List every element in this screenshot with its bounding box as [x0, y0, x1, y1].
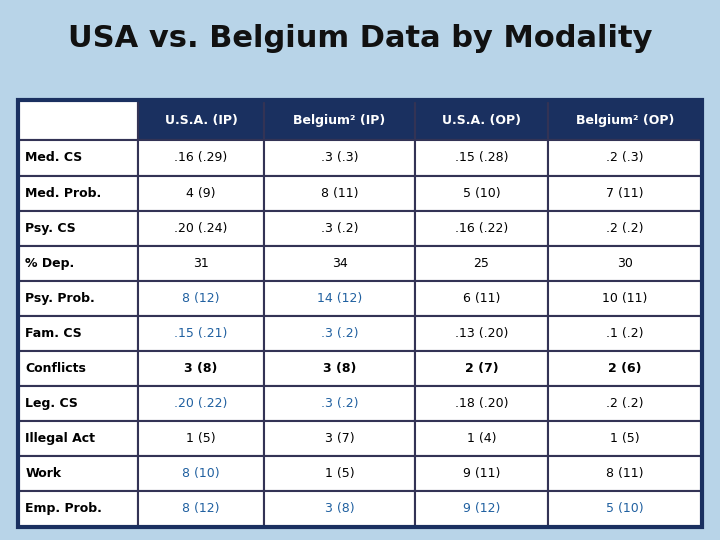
Text: .2 (.2): .2 (.2) [606, 397, 644, 410]
Text: .13 (.20): .13 (.20) [455, 327, 508, 340]
Text: Emp. Prob.: Emp. Prob. [25, 502, 102, 516]
Text: 3 (8): 3 (8) [325, 502, 354, 516]
Text: Med. CS: Med. CS [25, 151, 82, 165]
Text: Illegal Act: Illegal Act [25, 432, 95, 445]
Text: 10 (11): 10 (11) [603, 292, 648, 305]
Text: 14 (12): 14 (12) [317, 292, 362, 305]
Text: 34: 34 [332, 256, 347, 270]
Text: 6 (11): 6 (11) [463, 292, 500, 305]
Text: 2 (6): 2 (6) [608, 362, 642, 375]
Text: 5 (10): 5 (10) [462, 186, 500, 200]
Text: U.S.A. (IP): U.S.A. (IP) [165, 113, 238, 127]
Text: 3 (8): 3 (8) [323, 362, 356, 375]
Text: .3 (.2): .3 (.2) [320, 397, 359, 410]
Text: 4 (9): 4 (9) [186, 186, 216, 200]
Text: .2 (.2): .2 (.2) [606, 221, 644, 235]
Text: 7 (11): 7 (11) [606, 186, 644, 200]
Text: .16 (.22): .16 (.22) [455, 221, 508, 235]
Text: U.S.A. (OP): U.S.A. (OP) [442, 113, 521, 127]
Text: .20 (.24): .20 (.24) [174, 221, 228, 235]
Text: USA vs. Belgium Data by Modality: USA vs. Belgium Data by Modality [68, 24, 652, 53]
Text: Leg. CS: Leg. CS [25, 397, 78, 410]
Text: .15 (.21): .15 (.21) [174, 327, 228, 340]
Text: 3 (8): 3 (8) [184, 362, 217, 375]
Text: .3 (.2): .3 (.2) [320, 221, 359, 235]
Text: 30: 30 [617, 256, 633, 270]
Text: Work: Work [25, 467, 61, 481]
Text: 1 (4): 1 (4) [467, 432, 496, 445]
Text: .20 (.22): .20 (.22) [174, 397, 228, 410]
Text: .1 (.2): .1 (.2) [606, 327, 644, 340]
Text: .16 (.29): .16 (.29) [174, 151, 228, 165]
Text: 5 (10): 5 (10) [606, 502, 644, 516]
Text: Belgium² (IP): Belgium² (IP) [293, 113, 386, 127]
Text: 1 (5): 1 (5) [325, 467, 354, 481]
Text: 25: 25 [474, 256, 490, 270]
Text: Belgium² (OP): Belgium² (OP) [576, 113, 674, 127]
Text: 9 (12): 9 (12) [463, 502, 500, 516]
Text: % Dep.: % Dep. [25, 256, 74, 270]
Text: Psy. Prob.: Psy. Prob. [25, 292, 95, 305]
Text: 8 (12): 8 (12) [182, 502, 220, 516]
Text: 8 (11): 8 (11) [606, 467, 644, 481]
Text: 9 (11): 9 (11) [463, 467, 500, 481]
Text: 8 (10): 8 (10) [182, 467, 220, 481]
Text: .3 (.2): .3 (.2) [320, 327, 359, 340]
Text: 8 (12): 8 (12) [182, 292, 220, 305]
Text: 3 (7): 3 (7) [325, 432, 354, 445]
Text: Med. Prob.: Med. Prob. [25, 186, 102, 200]
Text: 8 (11): 8 (11) [320, 186, 359, 200]
Text: .18 (.20): .18 (.20) [454, 397, 508, 410]
Text: 31: 31 [193, 256, 209, 270]
Text: Psy. CS: Psy. CS [25, 221, 76, 235]
Text: .2 (.3): .2 (.3) [606, 151, 644, 165]
Text: 1 (5): 1 (5) [186, 432, 216, 445]
Text: Fam. CS: Fam. CS [25, 327, 82, 340]
Text: .3 (.3): .3 (.3) [320, 151, 359, 165]
Text: .15 (.28): .15 (.28) [454, 151, 508, 165]
Text: 1 (5): 1 (5) [611, 432, 640, 445]
Text: 2 (7): 2 (7) [464, 362, 498, 375]
Text: Conflicts: Conflicts [25, 362, 86, 375]
